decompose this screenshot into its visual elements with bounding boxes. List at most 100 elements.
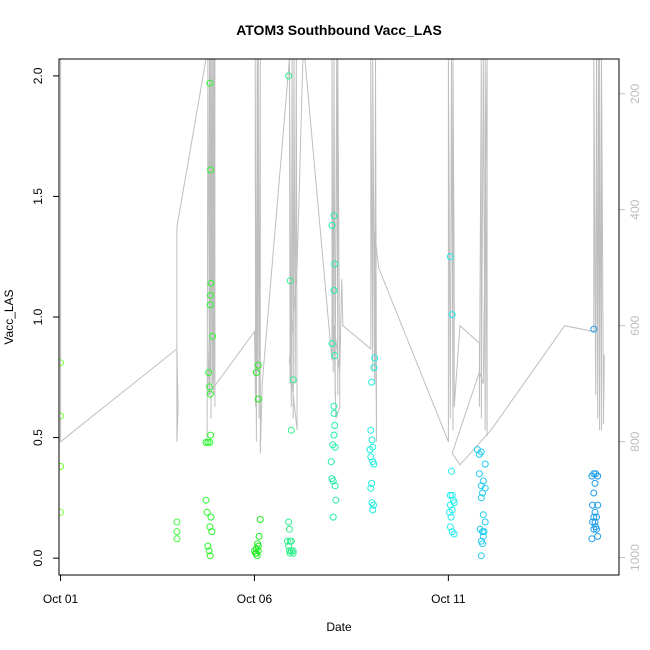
data-point	[207, 279, 215, 287]
y-tick-label: 1.5	[31, 188, 45, 205]
data-point	[253, 552, 261, 560]
data-point	[479, 511, 487, 519]
data-point	[588, 535, 596, 543]
data-point	[589, 518, 597, 526]
y2-tick-label: 600	[628, 315, 642, 335]
data-point	[206, 383, 213, 391]
x-tick-label: Oct 11	[431, 592, 466, 606]
data-point	[59, 412, 65, 420]
data-point	[446, 523, 454, 531]
x-tick-label: Oct 01	[43, 592, 79, 606]
data-point	[590, 525, 598, 533]
data-point	[590, 489, 598, 497]
data-point	[330, 402, 338, 410]
data-point	[208, 528, 216, 536]
data-point	[255, 532, 263, 540]
data-point	[448, 491, 456, 499]
data-point	[481, 460, 489, 468]
data-point	[367, 426, 375, 434]
data-point	[450, 530, 458, 538]
series-2	[202, 79, 217, 560]
data-point	[448, 467, 455, 475]
series-3	[251, 361, 264, 560]
y-tick-label: 0.5	[31, 429, 45, 446]
y-tick-label: 2.0	[31, 67, 45, 84]
data-point	[209, 332, 217, 340]
data-point	[447, 513, 455, 521]
data-point	[477, 494, 485, 502]
data-point	[329, 477, 337, 485]
data-point	[330, 409, 338, 417]
data-point	[331, 422, 339, 429]
series-4	[283, 72, 297, 557]
data-point	[475, 450, 483, 458]
data-point	[327, 458, 335, 466]
data-point	[287, 426, 295, 434]
data-point	[591, 518, 599, 526]
data-point	[206, 390, 214, 398]
data-point	[285, 525, 293, 533]
series-9	[588, 325, 602, 543]
data-point	[475, 470, 483, 478]
y2-tick-label: 1000	[628, 544, 642, 571]
y-tick-label: 0.0	[31, 549, 45, 566]
data-point	[329, 441, 337, 449]
y-tick-label: 1.0	[31, 308, 45, 325]
y2-tick-label: 400	[628, 199, 642, 219]
data-point	[330, 212, 338, 220]
data-point	[59, 508, 65, 516]
data-point	[207, 513, 215, 521]
data-point	[446, 491, 454, 499]
data-point	[252, 369, 260, 376]
data-point	[202, 496, 210, 504]
data-point	[256, 516, 264, 523]
data-point	[479, 540, 486, 548]
data-point	[331, 482, 339, 490]
data-point	[368, 436, 376, 444]
data-point	[206, 438, 214, 446]
data-point	[368, 378, 376, 386]
data-point	[446, 508, 453, 516]
data-point	[207, 431, 215, 439]
data-point	[370, 460, 378, 468]
data-point	[328, 221, 336, 229]
data-point	[203, 508, 211, 516]
data-point	[254, 361, 262, 369]
data-point	[448, 311, 456, 319]
data-point	[594, 501, 602, 509]
data-point	[590, 325, 598, 333]
plot-frame	[58, 58, 620, 576]
x-tick-label: Oct 06	[237, 592, 273, 606]
data-point	[371, 354, 379, 362]
data-point	[286, 277, 294, 285]
data-point	[479, 489, 486, 497]
data-point	[481, 518, 489, 526]
data-point	[367, 484, 375, 492]
data-point	[285, 518, 293, 526]
data-point	[205, 547, 213, 555]
data-point	[285, 72, 293, 80]
data-point	[370, 364, 378, 372]
data-point	[446, 501, 454, 509]
data-point	[367, 453, 375, 461]
data-point	[594, 532, 602, 540]
data-point	[366, 446, 374, 454]
data-point	[254, 395, 262, 403]
data-point	[206, 79, 214, 87]
y2-tick-label: 200	[628, 83, 642, 103]
data-point	[588, 472, 596, 480]
data-point	[205, 369, 213, 376]
data-point	[329, 513, 337, 521]
data-point	[206, 523, 214, 531]
data-point	[446, 253, 454, 261]
data-point	[591, 508, 599, 516]
data-point	[204, 438, 212, 446]
data-point	[590, 513, 598, 521]
series-8	[473, 446, 489, 560]
series-5	[327, 212, 340, 521]
data-point	[330, 287, 338, 294]
data-point	[331, 260, 339, 268]
data-point	[173, 518, 181, 526]
y2-tick-label: 800	[628, 431, 642, 451]
